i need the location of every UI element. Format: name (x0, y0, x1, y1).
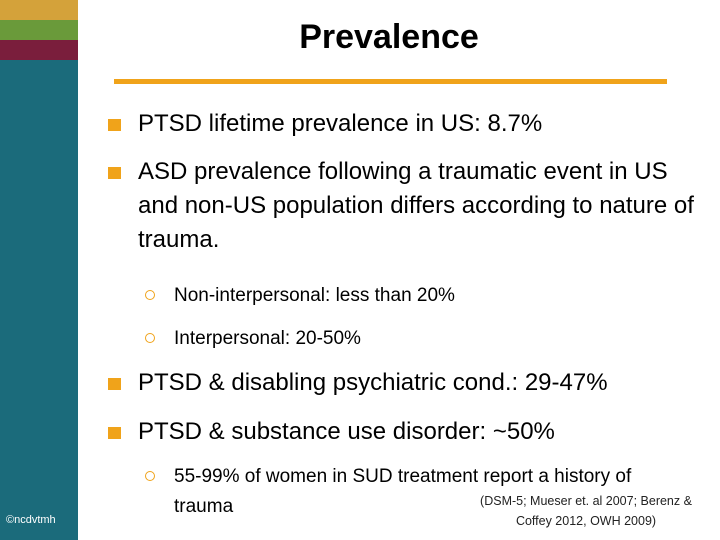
bullet-text: PTSD & disabling psychiatric cond.: 29-4… (138, 369, 608, 396)
bullet-text: PTSD & substance use disorder: ~50% (138, 418, 555, 445)
bullet-text: ASD prevalence following a traumatic eve… (138, 158, 694, 253)
sidebar-bar (0, 0, 78, 540)
square-bullet-icon (108, 119, 121, 131)
copyright-text: ©ncdvtmh (6, 514, 56, 526)
maroon-stripe (0, 40, 78, 60)
bullet-text: PTSD lifetime prevalence in US: 8.7% (138, 110, 543, 137)
square-bullet-icon (108, 427, 121, 439)
sub-bullet-text: Non-interpersonal: less than 20% (174, 285, 455, 306)
sub-bullet-text: Interpersonal: 20-50% (174, 328, 361, 349)
citation-text: (DSM-5; Mueser et. al 2007; Berenz & Cof… (480, 494, 692, 528)
slide-title: Prevalence (299, 18, 479, 56)
title-underline (114, 79, 667, 84)
circle-bullet-icon (145, 471, 155, 481)
circle-bullet-icon (145, 333, 155, 343)
circle-bullet-icon (145, 290, 155, 300)
square-bullet-icon (108, 378, 121, 390)
sub-bullet-text: 55-99% of women in SUD treatment report … (174, 466, 632, 517)
green-stripe (0, 20, 78, 40)
gold-stripe (0, 0, 78, 20)
square-bullet-icon (108, 167, 121, 179)
